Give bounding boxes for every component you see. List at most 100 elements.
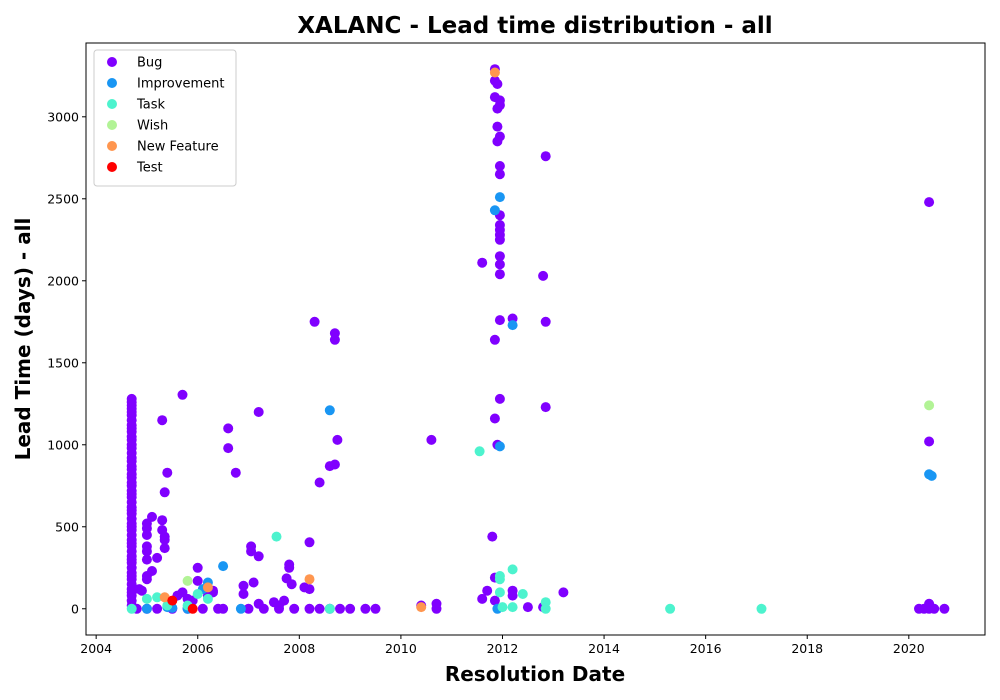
data-point-bug xyxy=(159,534,170,545)
data-point-bug xyxy=(157,415,168,426)
data-point-task xyxy=(192,589,203,599)
data-point-bug xyxy=(494,251,505,262)
data-point-bug xyxy=(141,530,152,540)
data-point-bug xyxy=(540,402,551,413)
data-point-bug xyxy=(253,551,264,562)
legend-label: Wish xyxy=(137,119,168,134)
data-point-new-feature xyxy=(304,574,315,585)
x-tick-label: 2016 xyxy=(690,641,722,656)
x-axis-title: Resolution Date xyxy=(445,662,625,686)
data-point-bug xyxy=(141,574,152,585)
data-point-bug xyxy=(258,603,269,614)
data-point-bug xyxy=(197,603,208,614)
data-point-bug xyxy=(492,136,503,147)
data-point-bug xyxy=(141,554,152,565)
data-point-improvement xyxy=(324,405,335,416)
legend-marker xyxy=(107,78,117,88)
data-point-bug xyxy=(494,393,505,404)
data-point-bug xyxy=(230,467,241,478)
data-point-bug xyxy=(370,603,381,614)
data-point-bug xyxy=(238,580,249,591)
data-point-task xyxy=(494,587,505,598)
data-point-bug xyxy=(177,389,188,400)
legend-marker xyxy=(107,141,117,151)
data-point-bug xyxy=(304,603,315,614)
legend-marker xyxy=(107,162,117,172)
x-tick-label: 2004 xyxy=(80,641,112,656)
y-tick-label: 1000 xyxy=(47,437,79,452)
data-point-bug xyxy=(924,436,935,447)
data-point-bug xyxy=(213,603,224,614)
data-point-bug xyxy=(289,603,300,614)
data-point-bug xyxy=(489,595,500,606)
x-tick-label: 2012 xyxy=(487,641,519,656)
data-point-bug xyxy=(136,585,147,596)
data-point-bug xyxy=(924,197,935,208)
legend-label: Bug xyxy=(137,56,162,71)
data-point-bug xyxy=(281,573,292,584)
data-point-bug xyxy=(929,603,940,614)
data-point-bug xyxy=(482,585,493,596)
data-point-bug xyxy=(477,257,488,268)
data-point-new-feature xyxy=(159,592,170,603)
x-tick-label: 2018 xyxy=(791,641,823,656)
data-point-improvement xyxy=(926,470,937,481)
data-point-bug xyxy=(431,603,442,614)
y-axis-title: Lead Time (days) - all xyxy=(11,218,35,461)
data-point-bug xyxy=(141,546,152,557)
data-point-task xyxy=(126,603,137,614)
data-point-bug xyxy=(489,413,500,424)
data-point-task xyxy=(152,592,163,603)
data-point-bug xyxy=(332,434,343,445)
data-point-improvement xyxy=(218,561,229,572)
legend-label: New Feature xyxy=(137,140,219,155)
data-point-wish xyxy=(182,575,193,586)
data-point-task xyxy=(494,574,505,585)
legend-marker xyxy=(107,120,117,130)
y-tick-label: 3000 xyxy=(47,109,79,124)
x-tick-label: 2006 xyxy=(182,641,214,656)
data-point-bug xyxy=(147,566,157,576)
data-point-bug xyxy=(159,543,170,554)
data-points xyxy=(126,64,950,614)
data-point-improvement xyxy=(141,603,152,614)
data-point-bug xyxy=(558,587,569,598)
data-point-bug xyxy=(248,577,259,588)
data-point-bug xyxy=(492,121,503,132)
data-point-bug xyxy=(223,443,234,454)
data-point-bug xyxy=(253,407,264,417)
y-axis: 0 500 1000 1500 2000 2500 3000 xyxy=(47,109,86,616)
data-point-bug xyxy=(279,595,290,606)
data-point-bug xyxy=(192,562,203,573)
data-point-task xyxy=(141,593,152,604)
y-tick-label: 2500 xyxy=(47,191,79,206)
data-point-bug xyxy=(360,603,371,614)
data-point-bug xyxy=(309,316,320,327)
chart-title: XALANC - Lead time distribution - all xyxy=(297,13,772,39)
data-point-task xyxy=(474,446,485,457)
data-point-bug xyxy=(238,589,249,599)
data-point-bug xyxy=(494,259,505,270)
data-point-bug xyxy=(538,270,549,281)
data-point-new-feature xyxy=(202,582,213,593)
data-point-bug xyxy=(284,562,295,573)
x-tick-label: 2010 xyxy=(385,641,417,656)
x-tick-label: 2008 xyxy=(283,641,315,656)
data-point-bug xyxy=(329,459,340,470)
data-point-bug xyxy=(939,603,950,614)
data-point-bug xyxy=(335,603,345,614)
data-point-bug xyxy=(489,334,500,345)
data-point-improvement xyxy=(489,205,500,216)
data-point-bug xyxy=(494,269,505,280)
data-point-bug xyxy=(243,603,254,614)
data-point-new-feature xyxy=(416,602,427,613)
data-point-bug xyxy=(147,511,157,522)
data-point-task xyxy=(540,603,551,614)
data-point-bug xyxy=(246,546,257,557)
data-point-task xyxy=(665,603,676,614)
data-point-bug xyxy=(223,423,234,434)
data-point-bug xyxy=(274,603,284,614)
x-axis: 2004 2006 2008 2010 2012 2014 2016 2018 2020 xyxy=(80,635,925,656)
data-point-task xyxy=(497,602,508,613)
